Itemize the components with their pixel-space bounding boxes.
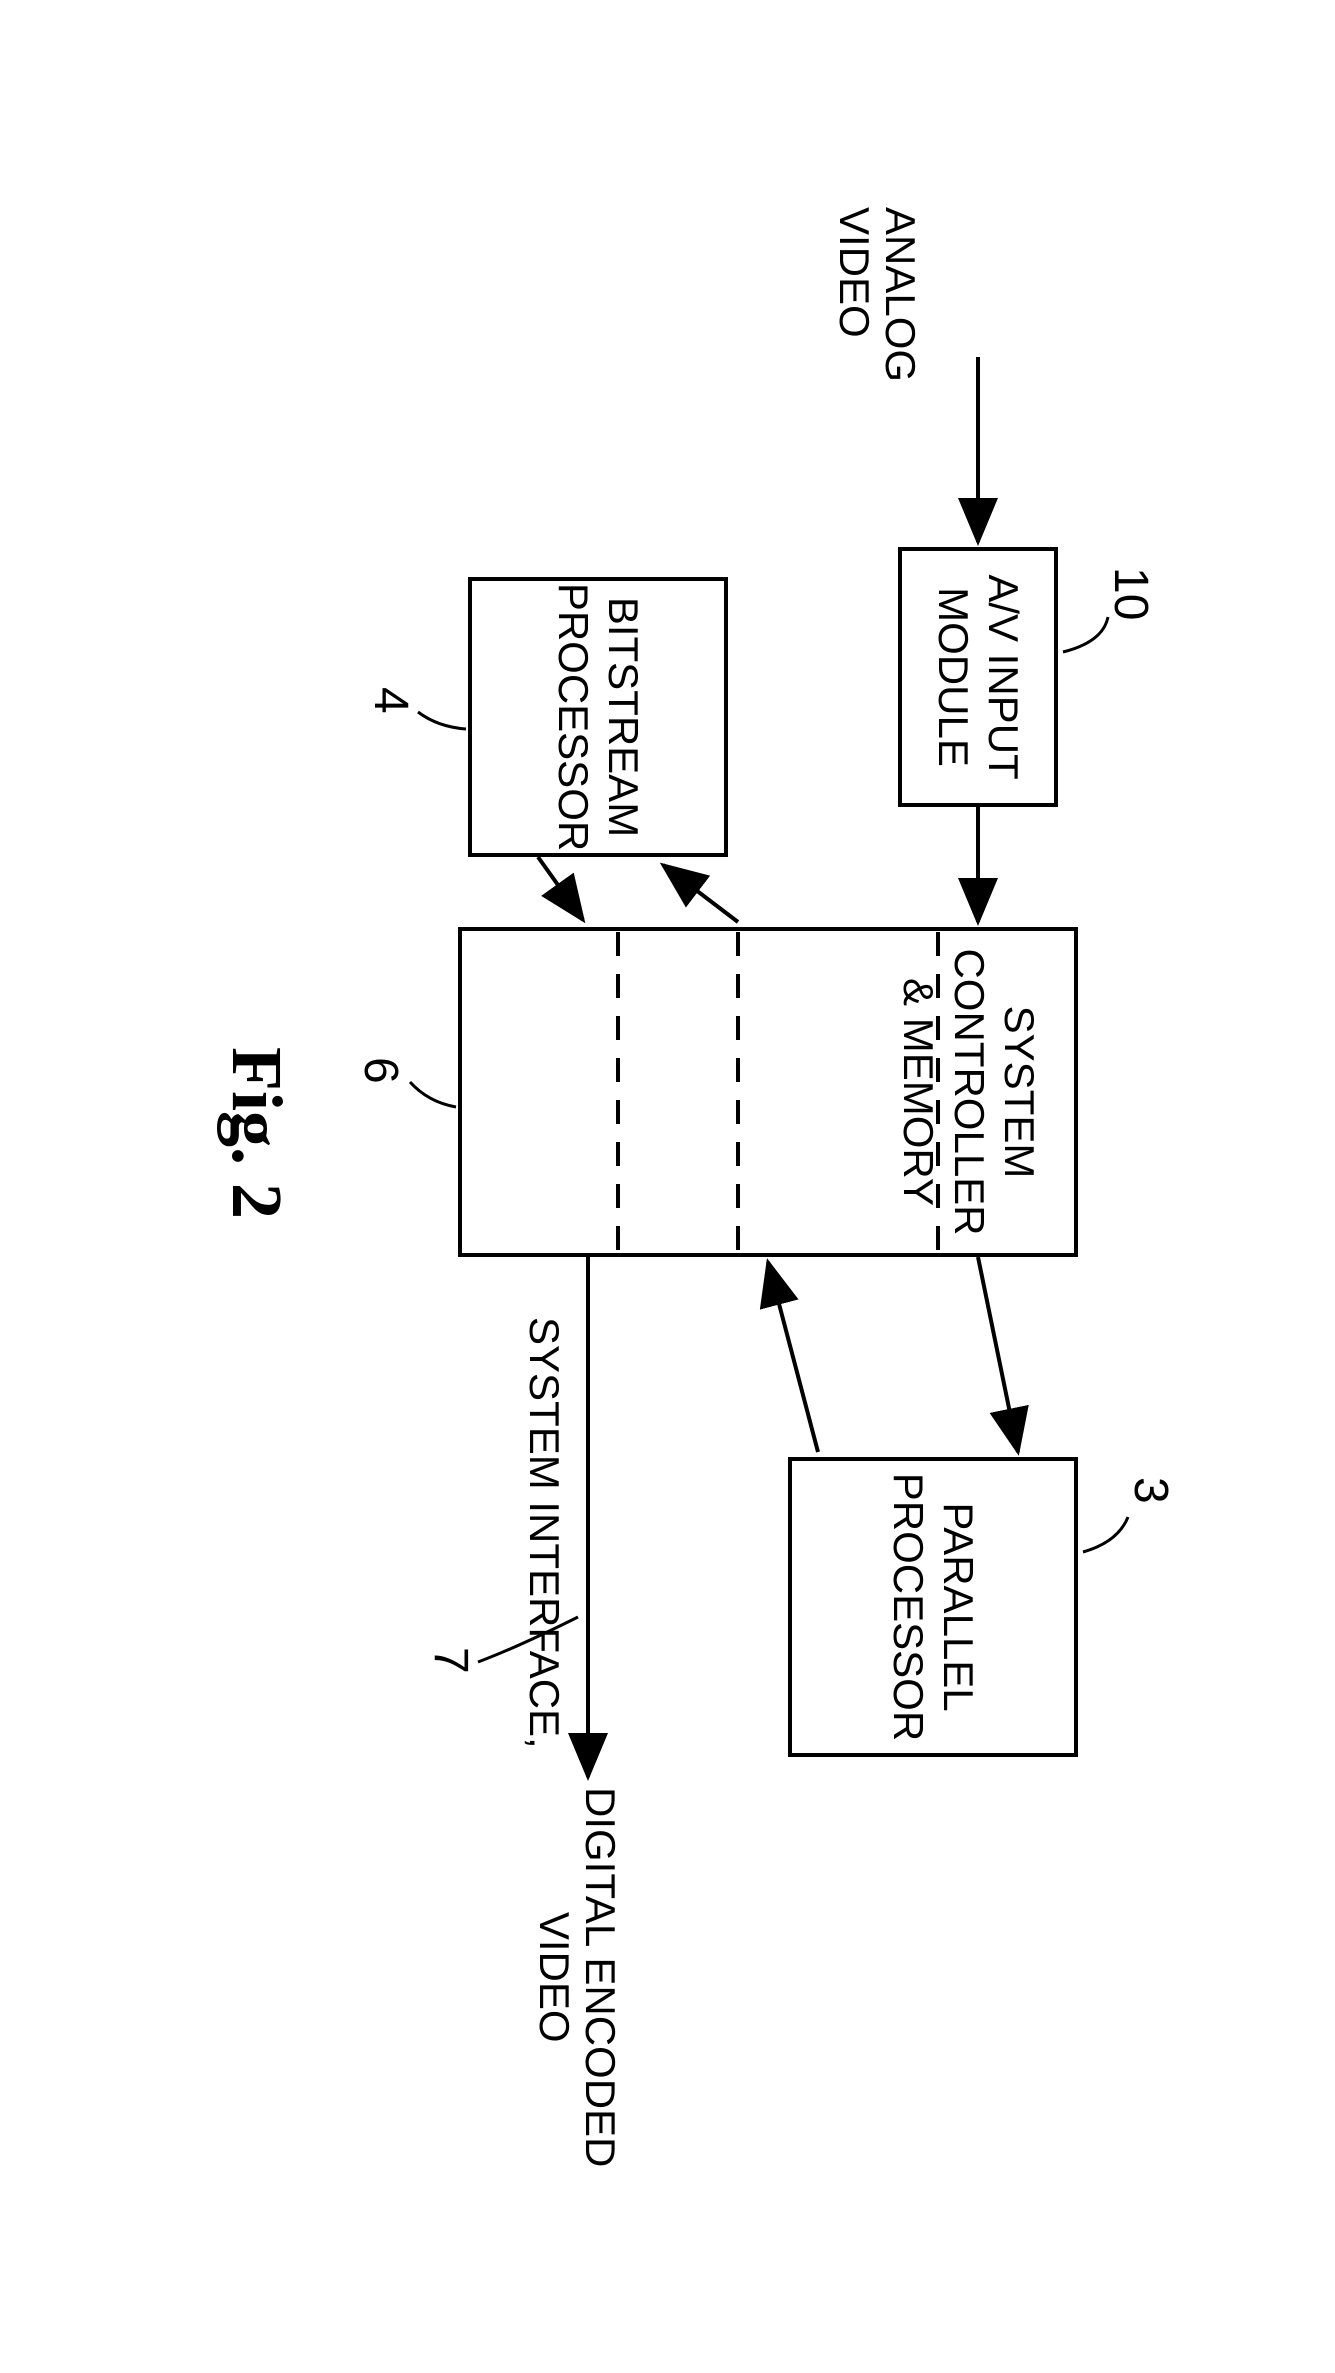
- figure-caption: Fig. 2: [215, 1047, 298, 1219]
- callout-4: [418, 712, 466, 729]
- system-controller-label: SYSTEMCONTROLLER& MEMORY: [892, 948, 1043, 1235]
- arrow-parallel-to-sys: [768, 1262, 818, 1452]
- ref-6: 6: [353, 1057, 408, 1084]
- analog-video-label: ANALOG VIDEO: [830, 207, 922, 347]
- callout-10: [1063, 617, 1108, 652]
- parallel-processor-node: PARALLELPROCESSOR: [788, 1457, 1078, 1757]
- system-controller-node: SYSTEMCONTROLLER& MEMORY: [458, 927, 1078, 1257]
- arrow-sys-to-parallel: [978, 1257, 1018, 1452]
- ref-7: 7: [423, 1647, 478, 1674]
- callout-6: [410, 1082, 456, 1107]
- digital-encoded-video-label: DIGITAL ENCODEDVIDEO: [530, 1787, 622, 2167]
- arrow-sys-to-bitstream: [663, 865, 738, 922]
- av-input-module-node: A/V INPUTMODULE: [898, 547, 1058, 807]
- ref-10: 10: [1103, 567, 1158, 620]
- ref-3: 3: [1123, 1477, 1178, 1504]
- av-input-label: A/V INPUTMODULE: [927, 574, 1028, 779]
- parallel-processor-label: PARALLELPROCESSOR: [882, 1472, 983, 1740]
- system-interface-label: SYSTEM INTERFACE,: [520, 1317, 568, 1749]
- callout-3: [1083, 1517, 1128, 1552]
- arrow-bitstream-to-sys: [538, 857, 583, 920]
- bitstream-processor-label: BITSTREAMPROCESSOR: [547, 582, 648, 850]
- bitstream-processor-node: BITSTREAMPROCESSOR: [468, 577, 728, 857]
- ref-4: 4: [363, 687, 418, 714]
- block-diagram: A/V INPUTMODULE SYSTEMCONTROLLER& MEMORY…: [118, 187, 1218, 2187]
